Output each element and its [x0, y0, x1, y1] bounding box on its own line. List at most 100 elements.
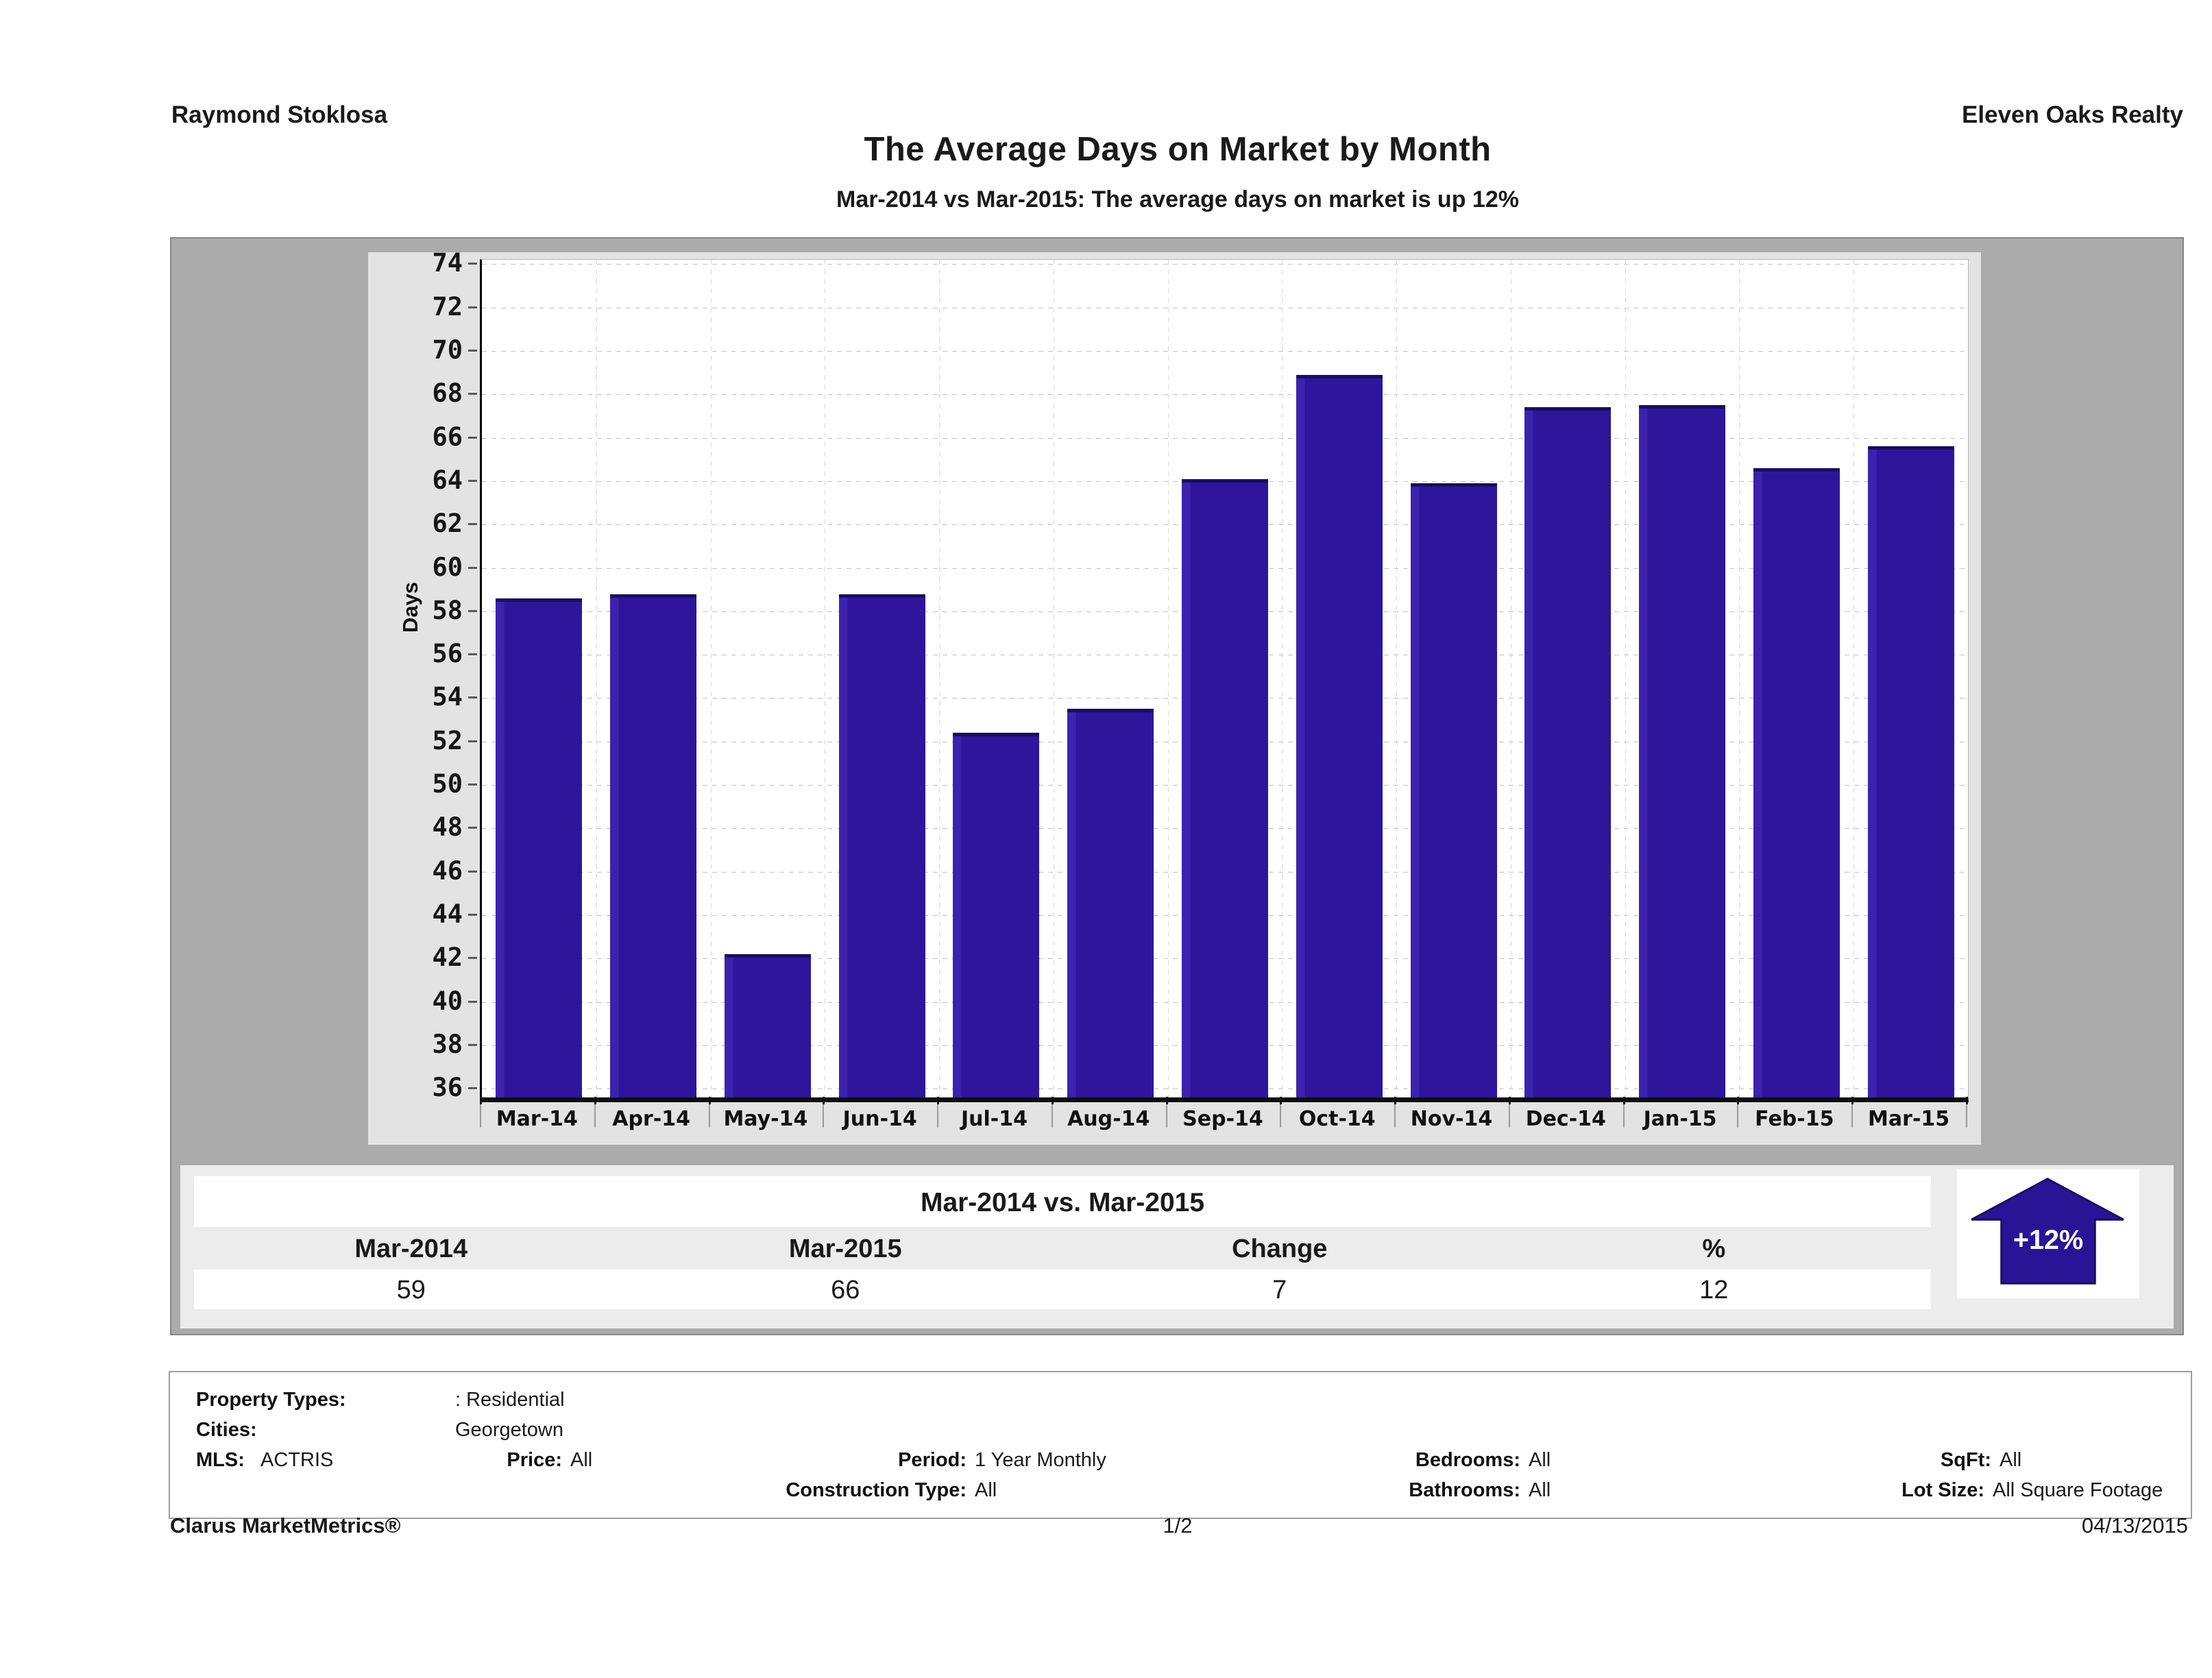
x-label-separator [823, 1104, 825, 1128]
gridline-y-74 [482, 264, 1968, 265]
bar-aug-14 [1067, 709, 1154, 1097]
x-axis-tick [1851, 1097, 1854, 1104]
construction-type-value: All [975, 1479, 997, 1501]
page-subtitle: Mar-2014 vs Mar-2015: The average days o… [836, 186, 1519, 212]
y-tick-mark-52 [468, 740, 477, 742]
x-axis-tick [1051, 1097, 1054, 1104]
y-tick-mark-50 [468, 783, 477, 786]
x-label-separator [1966, 1104, 1967, 1128]
property-types-label: Property Types: [196, 1389, 346, 1411]
x-axis-tick [708, 1097, 711, 1104]
comparison-table: Mar-2014 vs. Mar-2015 Mar-2014 Mar-2015 Ch… [180, 1165, 2174, 1328]
property-types-value: : Residential [455, 1389, 565, 1411]
agent-name: Raymond Stoklosa [171, 101, 388, 128]
x-axis-tick [1508, 1097, 1511, 1104]
up-arrow-icon: +12% [1971, 1178, 2124, 1285]
comparison-col-header-4: % [1702, 1235, 1726, 1263]
gridline-y-68 [482, 394, 1968, 396]
x-label-separator [594, 1104, 596, 1128]
price-value: All [570, 1449, 593, 1471]
y-tick-label-46: 46 [432, 855, 463, 886]
sqft-label: SqFt: [1940, 1449, 1991, 1471]
y-tick-mark-42 [468, 957, 477, 960]
x-label-separator [937, 1104, 939, 1128]
gridline-x-4 [939, 260, 940, 1097]
y-tick-mark-58 [468, 609, 477, 612]
bathrooms-label: Bathrooms: [1409, 1479, 1520, 1501]
y-tick-label-36: 36 [432, 1073, 463, 1103]
y-tick-mark-74 [468, 263, 477, 265]
y-tick-label-54: 54 [432, 682, 463, 712]
y-tick-label-48: 48 [432, 812, 463, 842]
comparison-col-header-2: Mar-2015 [788, 1235, 902, 1263]
sqft-value: All [2000, 1449, 2022, 1471]
bar-oct-14 [1296, 374, 1383, 1097]
x-tick-label-aug-14: Aug-14 [1067, 1107, 1150, 1131]
lot-size-value: All Square Footage [1993, 1479, 2163, 1501]
chart-container: Days 74 72 70 68 66 64 62 60 58 56 54 52 50 48 46 44 42 4… [170, 237, 2184, 1335]
comparison-value-4: 12 [1699, 1276, 1729, 1304]
y-tick-label-62: 62 [432, 509, 463, 539]
y-tick-mark-62 [468, 523, 477, 526]
bar-mar-15 [1867, 446, 1954, 1097]
bar-apr-14 [610, 594, 697, 1097]
x-tick-label-nov-14: Nov-14 [1410, 1107, 1493, 1131]
x-axis-tick [1280, 1097, 1283, 1104]
comparison-header-row: Mar-2014 Mar-2015 Change% [194, 1227, 1931, 1269]
bar-jun-14 [838, 594, 925, 1097]
office-name: Eleven Oaks Realty [1962, 101, 2183, 128]
y-tick-mark-60 [468, 566, 477, 569]
y-tick-label-68: 68 [432, 378, 463, 409]
y-tick-mark-68 [468, 393, 477, 396]
bathrooms-value: All [1529, 1479, 1551, 1501]
bedrooms-label: Bedrooms: [1415, 1449, 1520, 1471]
y-tick-mark-64 [468, 479, 477, 482]
change-arrow-box: +12% [1957, 1169, 2139, 1298]
mls-value: ACTRIS [260, 1449, 334, 1471]
gridline-x-2 [710, 260, 712, 1097]
footer-date: 04/13/2015 [2081, 1513, 2188, 1537]
change-arrow-label: +12% [2013, 1225, 2083, 1255]
chart-panel: Days 74 72 70 68 66 64 62 60 58 56 54 52 50 48 46 44 42 4… [368, 250, 1981, 1145]
x-label-separator [480, 1104, 481, 1128]
bar-sep-14 [1182, 478, 1268, 1097]
y-tick-mark-44 [468, 914, 477, 916]
footer-brand: Clarus MarketMetrics® [170, 1513, 401, 1537]
y-tick-label-50: 50 [432, 769, 463, 799]
price-label: Price: [507, 1449, 562, 1471]
x-tick-label-apr-14: Apr-14 [612, 1107, 690, 1131]
x-axis-tick [480, 1097, 482, 1104]
x-tick-label-jan-15: Jan-15 [1643, 1107, 1717, 1131]
gridline-x-6 [1167, 260, 1169, 1097]
y-tick-mark-40 [468, 1000, 477, 1003]
y-tick-mark-54 [468, 696, 477, 699]
x-tick-label-sep-14: Sep-14 [1182, 1107, 1263, 1131]
x-axis-tick [1966, 1097, 1968, 1104]
x-tick-label-mar-14: Mar-14 [496, 1107, 578, 1131]
comparison-value-2: 66 [831, 1276, 860, 1304]
bedrooms-value: All [1529, 1449, 1551, 1471]
y-tick-label-72: 72 [432, 291, 463, 321]
x-axis-tick [823, 1097, 825, 1104]
period-label: Period: [898, 1449, 967, 1471]
construction-type-label: Construction Type: [786, 1479, 967, 1501]
x-tick-label-may-14: May-14 [723, 1107, 808, 1131]
bar-mar-14 [496, 598, 583, 1097]
y-tick-label-60: 60 [432, 552, 463, 582]
gridline-x-7 [1282, 260, 1283, 1097]
x-tick-label-feb-15: Feb-15 [1755, 1107, 1834, 1131]
comparison-value-3: 7 [1272, 1276, 1287, 1304]
y-tick-label-66: 66 [432, 422, 463, 452]
gridline-x-10 [1625, 260, 1626, 1097]
y-tick-mark-72 [468, 306, 477, 308]
y-tick-label-40: 40 [432, 986, 463, 1016]
y-tick-label-44: 44 [432, 899, 463, 929]
y-tick-mark-46 [468, 870, 477, 873]
comparison-col-header-1: Mar-2014 [354, 1235, 468, 1263]
bar-feb-15 [1753, 467, 1840, 1097]
footer-page-number: 1/2 [1163, 1513, 1193, 1537]
x-tick-label-mar-15: Mar-15 [1868, 1107, 1950, 1131]
cities-value: Georgetown [455, 1419, 563, 1441]
bar-jul-14 [953, 733, 1040, 1097]
y-tick-mark-38 [468, 1044, 477, 1047]
